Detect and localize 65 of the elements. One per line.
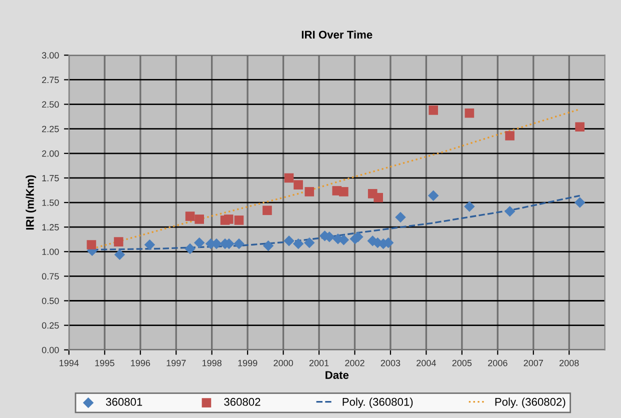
point — [284, 173, 294, 183]
point — [294, 180, 303, 190]
point — [464, 108, 474, 118]
point — [304, 187, 314, 196]
x-tick-label: 2001 — [309, 360, 329, 366]
y-tick-label: 1.50 — [42, 199, 59, 206]
point — [428, 190, 439, 202]
point — [262, 206, 272, 216]
point — [304, 237, 315, 248]
point — [339, 187, 348, 196]
point — [114, 237, 124, 246]
point — [185, 212, 195, 221]
point — [224, 214, 234, 224]
point — [194, 214, 204, 224]
x-tick-label: 2006 — [488, 360, 508, 366]
y-tick-label: 3.00 — [42, 52, 59, 59]
y-tick-label: 1.00 — [42, 248, 59, 255]
y-axis-title: IRI (m/Km) — [26, 175, 36, 230]
point — [86, 240, 96, 250]
y-tick-label: 0.00 — [42, 346, 59, 354]
x-tick-label: 2002 — [345, 360, 364, 366]
y-tick-label: 2.00 — [42, 150, 59, 157]
x-tick-label: 2000 — [274, 360, 293, 366]
point — [184, 243, 196, 254]
x-tick-label: 1997 — [166, 360, 186, 366]
y-tick-label: 1.25 — [42, 224, 59, 230]
x-tick-label: 1999 — [238, 360, 258, 366]
point — [234, 216, 244, 225]
x-tick-label: 1996 — [131, 360, 150, 366]
x-tick-label: 1994 — [60, 360, 79, 366]
point — [284, 235, 294, 246]
y-tick-label: 0.25 — [42, 322, 59, 329]
chart-title: IRI Over Time — [302, 30, 372, 39]
y-tick-label: 2.25 — [42, 126, 59, 132]
point — [144, 239, 156, 250]
point — [395, 212, 406, 223]
legend-label: 360801 — [106, 398, 142, 406]
point — [574, 197, 586, 208]
x-tick-label: 2008 — [560, 360, 579, 366]
point — [262, 240, 274, 252]
point — [194, 237, 205, 248]
point — [505, 131, 514, 140]
y-tick-label: 2.50 — [42, 101, 59, 108]
x-tick-label: 1995 — [95, 360, 114, 366]
point — [504, 206, 516, 217]
y-tick-label: 1.75 — [42, 175, 59, 182]
point — [234, 238, 244, 250]
point — [292, 238, 304, 250]
point — [114, 249, 126, 260]
x-tick-label: 1998 — [202, 360, 222, 366]
y-tick-label: 0.75 — [42, 273, 59, 280]
legend-label: 360802 — [224, 398, 260, 406]
point — [575, 122, 585, 132]
y-tick-label: 0.50 — [42, 298, 59, 304]
legend-label: Poly. (360801) — [342, 398, 413, 408]
x-tick-label: 2004 — [416, 360, 436, 366]
x-tick-label: 2005 — [452, 360, 472, 366]
point — [464, 201, 475, 212]
point — [428, 106, 438, 115]
point — [374, 192, 383, 202]
y-tick-label: 2.75 — [42, 76, 59, 84]
x-axis-title: Date — [326, 371, 349, 379]
x-tick-label: 2007 — [524, 360, 543, 366]
x-tick-label: 2003 — [380, 360, 400, 366]
legend-label: Poly. (360802) — [495, 398, 566, 408]
